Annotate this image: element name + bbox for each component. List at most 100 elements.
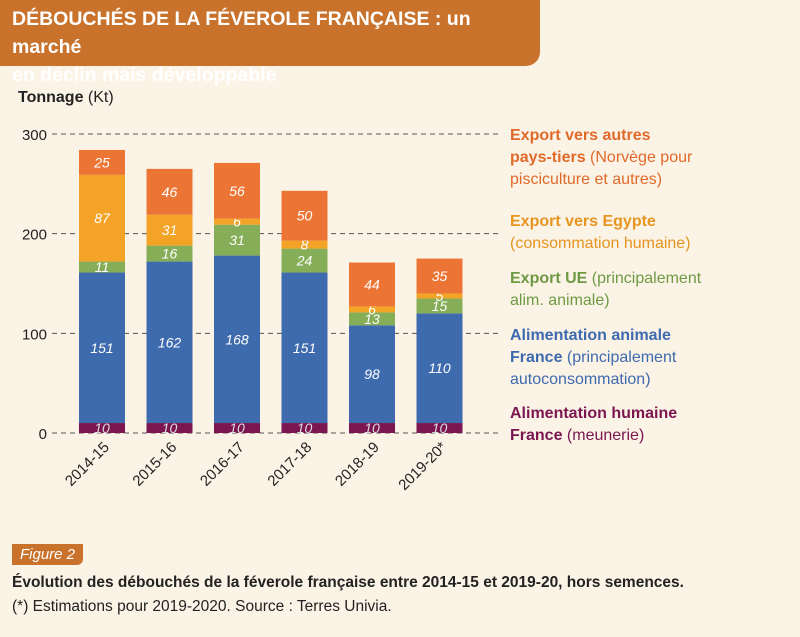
bar-stack: 10 110 155 35 xyxy=(416,258,463,436)
legend-text: autoconsommation) xyxy=(510,371,651,388)
data-label-egypte: 6 xyxy=(233,214,241,230)
x-tick-labels: 2014-15 2015-16 2016-17 2017-18 2018-19 2019-… xyxy=(62,439,451,494)
data-label-humaine: 10 xyxy=(297,420,313,436)
bar-stacks: 1015111872510162163146101683165610151248… xyxy=(79,149,463,436)
legend-text: (principalement xyxy=(562,349,676,366)
data-label-pays: 35 xyxy=(432,268,448,284)
y-tick-label: 300 xyxy=(22,127,47,144)
y-tick-labels: 0 100 200 300 xyxy=(22,127,47,443)
legend-bold: Export UE xyxy=(510,270,588,287)
bar-segment-egypte xyxy=(214,218,260,225)
bar-segment-egypte xyxy=(349,306,395,313)
bar-segment-animale xyxy=(146,261,193,424)
bar-segment-animale xyxy=(79,272,125,424)
legend-line: France (meunerie) xyxy=(510,427,644,444)
data-label-ue: 24 xyxy=(296,253,313,269)
y-tick-label: 100 xyxy=(22,326,47,343)
legend-bold: Export vers autres xyxy=(510,127,651,144)
chart-banner-title: DÉBOUCHÉS DE LA FÉVEROLE FRANÇAISE : un … xyxy=(0,0,540,86)
data-label-egypte: 87 xyxy=(94,210,111,226)
legend-line: Alimentation humaine xyxy=(510,405,677,422)
data-label-egypte: 6 xyxy=(368,301,376,317)
data-label-animale: 98 xyxy=(364,366,380,382)
data-label-pays: 46 xyxy=(162,184,178,200)
legend-entry-humaine: Alimentation humaine France (meunerie) xyxy=(510,405,677,444)
figure-caption: Évolution des débouchés de la féverole f… xyxy=(12,574,684,591)
data-label-humaine: 10 xyxy=(432,420,448,436)
data-label-pays: 25 xyxy=(93,154,110,170)
legend-line: Export vers autres xyxy=(510,127,651,144)
legend-line: Export vers Egypte xyxy=(510,213,656,230)
legend-bold: France xyxy=(510,349,563,366)
x-tick-label: 2016-17 xyxy=(197,439,248,490)
bar-segment-ue xyxy=(281,248,328,273)
bar-segment-pays xyxy=(146,168,193,215)
data-label-animale: 110 xyxy=(428,360,451,376)
data-label-humaine: 10 xyxy=(229,420,245,436)
data-label-humaine: 10 xyxy=(94,420,110,436)
legend-text: (consommation humaine) xyxy=(510,235,691,252)
data-label-ue: 11 xyxy=(95,259,110,275)
data-label-ue: 16 xyxy=(162,246,178,262)
legend-text: alim. animale) xyxy=(510,292,610,309)
bar-segment-humaine xyxy=(349,423,395,433)
figure-tag: Figure 2 xyxy=(12,544,84,565)
data-label-egypte: 31 xyxy=(162,222,178,238)
bar-segment-ue xyxy=(416,298,463,314)
data-label-animale: 151 xyxy=(293,340,316,356)
bar-segment-animale xyxy=(214,255,260,424)
legend-text: pisciculture et autres) xyxy=(510,171,662,188)
title-line-2: en déclin mais développable xyxy=(12,64,277,86)
data-label-ue: 15 xyxy=(432,298,448,314)
bar-segment-humaine xyxy=(214,423,260,433)
bar-segment-pays xyxy=(214,162,260,219)
legend-text: (principalement xyxy=(587,270,701,287)
bar-segment-egypte xyxy=(79,174,125,262)
bar-segment-animale xyxy=(416,313,463,424)
legend-line: Alimentation animale xyxy=(510,327,671,344)
bar-segment-pays xyxy=(349,262,395,307)
legend-bold: Alimentation animale xyxy=(510,327,671,344)
legend-entry-pays: Export vers autres pays-tiers (Norvège po… xyxy=(510,127,693,188)
data-label-humaine: 10 xyxy=(162,420,178,436)
x-tick-label: 2015-16 xyxy=(129,439,180,490)
bar-segment-animale xyxy=(281,272,328,424)
bar-segment-ue xyxy=(214,224,260,256)
legend: Export vers autres pays-tiers (Norvège po… xyxy=(510,127,702,444)
bar-segment-humaine xyxy=(79,423,125,433)
x-tick-label: 2018-19 xyxy=(332,439,383,490)
data-label-ue: 13 xyxy=(364,311,380,327)
legend-bold: France xyxy=(510,427,563,444)
bar-segment-humaine xyxy=(146,423,193,433)
legend-bold: pays-tiers xyxy=(510,149,586,166)
data-label-pays: 56 xyxy=(229,183,245,199)
bar-stack: 10 162 16 31 46 xyxy=(146,168,193,436)
x-tick-label: 2019-20* xyxy=(395,439,450,494)
legend-entry-egypte: Export vers Egypte (consommation humaine) xyxy=(510,213,691,252)
y-axis-title-bold: Tonnage xyxy=(18,89,84,106)
legend-entry-ue: Export UE (principalement alim. animale) xyxy=(510,270,702,309)
bar-stack: 10 151 11 87 25 xyxy=(79,149,125,436)
legend-line: pisciculture et autres) xyxy=(510,171,662,188)
legend-line: (consommation humaine) xyxy=(510,235,691,252)
figure-note: (*) Estimations pour 2019-2020. Source :… xyxy=(12,598,392,615)
bar-stack: 10 151 248 50 xyxy=(281,190,328,436)
y-tick-label: 0 xyxy=(39,426,47,443)
bar-segment-pays xyxy=(416,258,463,294)
data-label-animale: 151 xyxy=(90,340,113,356)
legend-line: pays-tiers (Norvège pour xyxy=(510,149,693,166)
data-label-animale: 168 xyxy=(225,331,249,347)
bar-segment-ue xyxy=(146,245,193,262)
y-axis-title: Tonnage (Kt) xyxy=(18,89,114,106)
bar-segment-egypte xyxy=(146,214,193,246)
bar-segment-humaine xyxy=(416,423,463,433)
legend-text: (meunerie) xyxy=(562,427,644,444)
bar-segment-humaine xyxy=(281,423,328,433)
legend-line: autoconsommation) xyxy=(510,371,651,388)
legend-bold: Alimentation humaine xyxy=(510,405,677,422)
bar-stack: 10 168 31 6 56 xyxy=(214,162,260,436)
data-label-egypte: 5 xyxy=(436,288,444,304)
legend-line: alim. animale) xyxy=(510,292,610,309)
bar-stack: 10 98 136 44 xyxy=(349,262,395,436)
bar-segment-pays xyxy=(79,149,125,175)
